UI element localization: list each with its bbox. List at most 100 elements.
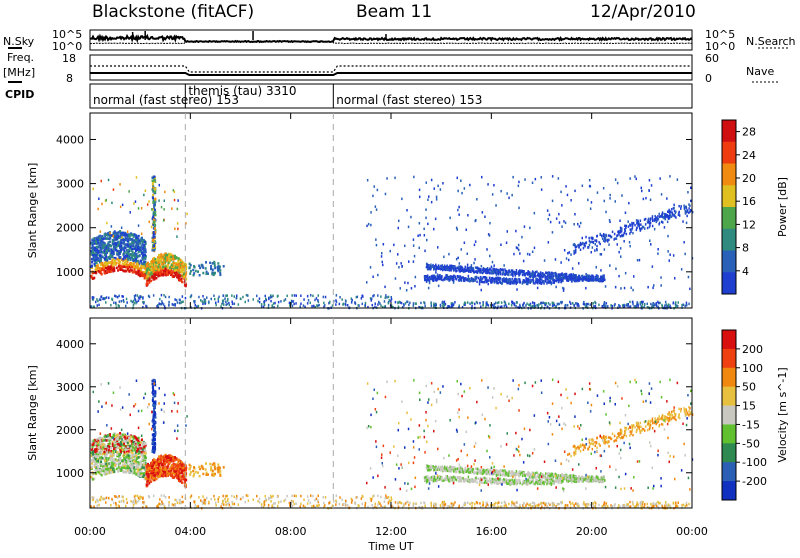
data-cell bbox=[134, 469, 136, 472]
data-cell bbox=[522, 274, 524, 277]
data-cell bbox=[246, 294, 248, 297]
data-cell bbox=[511, 194, 513, 197]
data-cell bbox=[669, 254, 671, 257]
data-cell bbox=[678, 212, 680, 215]
data-cell bbox=[148, 200, 150, 203]
data-cell bbox=[180, 278, 182, 281]
data-cell bbox=[607, 305, 609, 308]
data-cell bbox=[545, 279, 547, 282]
data-cell bbox=[212, 269, 214, 272]
data-cell bbox=[138, 207, 140, 210]
data-cell bbox=[456, 278, 458, 281]
data-cell bbox=[689, 288, 691, 291]
data-cell bbox=[448, 267, 450, 270]
data-cell bbox=[589, 179, 591, 182]
data-cell bbox=[428, 287, 430, 290]
data-cell bbox=[103, 249, 105, 252]
data-cell bbox=[329, 301, 331, 304]
data-cell bbox=[450, 269, 452, 272]
data-cell bbox=[146, 283, 148, 286]
data-cell bbox=[659, 302, 661, 305]
data-cell bbox=[166, 270, 168, 273]
data-cell bbox=[464, 242, 466, 245]
data-cell bbox=[109, 236, 111, 239]
data-cell bbox=[175, 304, 177, 307]
data-cell bbox=[248, 299, 250, 302]
data-cell bbox=[470, 267, 472, 270]
data-cell bbox=[583, 301, 585, 304]
data-cell bbox=[155, 214, 157, 217]
data-cell bbox=[500, 271, 502, 274]
data-cell bbox=[501, 301, 503, 304]
data-cell bbox=[385, 193, 387, 196]
data-cell bbox=[557, 303, 559, 306]
data-cell bbox=[399, 301, 401, 304]
data-cell bbox=[178, 269, 180, 272]
data-cell bbox=[242, 296, 244, 299]
data-cell bbox=[382, 261, 384, 264]
data-cell bbox=[259, 297, 261, 300]
data-cell bbox=[396, 262, 398, 265]
data-cell bbox=[442, 305, 444, 308]
data-cell bbox=[614, 304, 616, 307]
data-cell bbox=[629, 245, 631, 248]
data-cell bbox=[606, 302, 608, 305]
data-cell bbox=[104, 258, 106, 261]
data-cell bbox=[601, 280, 603, 283]
data-cell bbox=[93, 188, 95, 191]
data-cell bbox=[317, 299, 319, 302]
data-cell bbox=[140, 470, 142, 473]
data-cell bbox=[176, 235, 178, 238]
data-cell bbox=[123, 239, 125, 242]
data-cell bbox=[664, 226, 666, 229]
data-cell bbox=[518, 207, 520, 210]
data-cell bbox=[135, 441, 137, 444]
data-cell bbox=[91, 275, 93, 278]
data-cell bbox=[218, 296, 220, 299]
data-cell bbox=[516, 288, 518, 291]
data-cell bbox=[424, 250, 426, 253]
data-cell bbox=[354, 301, 356, 304]
data-cell bbox=[556, 217, 558, 220]
data-cell bbox=[120, 242, 122, 245]
data-cell bbox=[415, 302, 417, 305]
nsearch-label: N.Search bbox=[746, 35, 796, 48]
data-cell bbox=[106, 199, 108, 202]
data-cell bbox=[140, 245, 142, 248]
data-cell bbox=[658, 218, 660, 221]
data-cell bbox=[550, 221, 552, 224]
data-cell bbox=[587, 199, 589, 202]
data-cell bbox=[649, 179, 651, 182]
data-cell bbox=[621, 234, 623, 237]
data-cell bbox=[565, 273, 567, 276]
data-cell bbox=[136, 237, 138, 240]
data-cell bbox=[231, 294, 233, 297]
data-cell bbox=[548, 302, 550, 305]
data-cell bbox=[516, 269, 518, 272]
data-cell bbox=[178, 257, 180, 260]
data-cell bbox=[634, 175, 636, 178]
data-cell bbox=[99, 469, 101, 472]
data-cell bbox=[164, 200, 166, 203]
data-cell bbox=[174, 255, 176, 258]
data-cell bbox=[381, 252, 383, 255]
data-cell bbox=[506, 242, 508, 245]
data-cell bbox=[666, 303, 668, 306]
data-cell bbox=[130, 455, 132, 458]
data-cell bbox=[527, 279, 529, 282]
data-cell bbox=[373, 294, 375, 297]
data-cell bbox=[222, 302, 224, 305]
data-cell bbox=[453, 281, 455, 284]
data-cell bbox=[272, 304, 274, 307]
data-cell bbox=[511, 278, 513, 281]
data-cell bbox=[153, 249, 155, 252]
data-cell bbox=[111, 252, 113, 255]
data-cell bbox=[543, 280, 545, 283]
data-cell bbox=[591, 251, 593, 254]
data-cell bbox=[518, 181, 520, 184]
data-cell bbox=[164, 258, 166, 261]
data-cell bbox=[118, 259, 120, 262]
data-cell bbox=[164, 270, 166, 273]
data-cell bbox=[148, 281, 150, 284]
data-cell bbox=[109, 257, 111, 260]
